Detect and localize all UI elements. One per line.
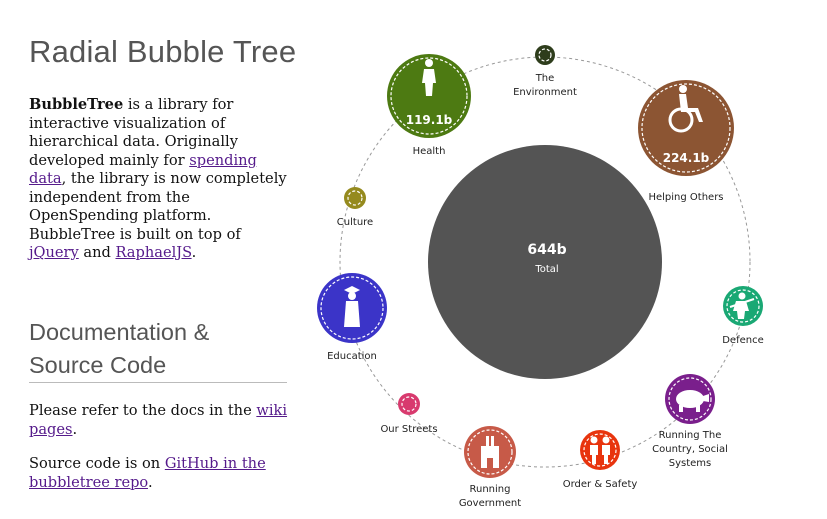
jquery-link[interactable]: jQuery bbox=[29, 244, 79, 261]
education-label: Education bbox=[327, 351, 377, 362]
bubble-running-country[interactable]: Running The Country, Social Systems bbox=[652, 374, 728, 469]
bubble-order-safety[interactable]: Order & Safety bbox=[563, 430, 638, 490]
github-repo-link[interactable]: GitHub in the bubbletree repo bbox=[29, 455, 266, 491]
raphaeljs-link[interactable]: RaphaelJS bbox=[115, 244, 192, 261]
culture-bubble[interactable] bbox=[344, 187, 366, 209]
intro-text: is a library for interactive visualizati… bbox=[29, 96, 238, 169]
culture-dashed-ring bbox=[347, 190, 363, 206]
health-value: 119.1b bbox=[406, 113, 453, 127]
center-bubble[interactable]: 644b Total bbox=[428, 145, 662, 379]
bubble-helping-others[interactable]: 224.1b Helping Others bbox=[638, 80, 734, 203]
bubble-education[interactable]: Education bbox=[317, 273, 387, 362]
bubble-defence[interactable]: Defence bbox=[722, 286, 764, 346]
running-country-dashed-ring bbox=[668, 377, 712, 421]
our-streets-bubble[interactable] bbox=[398, 393, 420, 415]
wiki-pages-link[interactable]: wiki pages bbox=[29, 402, 288, 438]
environment-bubble[interactable] bbox=[535, 45, 555, 65]
environment-label: The bbox=[535, 73, 555, 84]
environment-label: Environment bbox=[513, 87, 577, 98]
running-country-label: Country, Social bbox=[652, 444, 728, 455]
helping-others-value: 224.1b bbox=[663, 151, 710, 165]
environment-dashed-ring bbox=[538, 48, 552, 62]
bubble-running-government[interactable]: Running Government bbox=[459, 426, 521, 509]
order-safety-bubble[interactable] bbox=[580, 430, 620, 470]
intro-text: . bbox=[191, 244, 197, 261]
education-dashed-ring bbox=[320, 276, 384, 340]
orbit-ring bbox=[339, 56, 751, 468]
source-paragraph: Source code is on GitHub in the bubbletr… bbox=[29, 455, 291, 492]
defence-dashed-ring bbox=[726, 289, 760, 323]
spending-data-link[interactable]: spending data bbox=[29, 151, 257, 188]
docs-text: . bbox=[72, 420, 78, 438]
docs-paragraph: Please refer to the docs in the wiki pag… bbox=[29, 402, 291, 439]
our-streets-label: Our Streets bbox=[380, 424, 437, 435]
intro-paragraph: BubbleTree is a library for interactive … bbox=[29, 96, 291, 263]
health-label: Health bbox=[413, 146, 446, 157]
bubble-environment[interactable]: The Environment bbox=[513, 45, 577, 98]
helping-others-bubble[interactable] bbox=[638, 80, 734, 176]
running-government-dashed-ring bbox=[467, 429, 513, 475]
helping-others-dashed-ring bbox=[641, 83, 731, 173]
source-text: . bbox=[147, 473, 153, 491]
running-country-label: Running The bbox=[659, 430, 722, 441]
health-bubble[interactable] bbox=[387, 54, 471, 138]
defence-label: Defence bbox=[722, 335, 764, 346]
helping-others-label: Helping Others bbox=[648, 192, 723, 203]
total-bubble[interactable] bbox=[428, 145, 662, 379]
bubble-health[interactable]: 119.1b Health bbox=[387, 54, 471, 157]
total-value: 644b bbox=[527, 242, 566, 258]
source-text: Source code is on bbox=[29, 455, 165, 472]
brand-name: BubbleTree bbox=[29, 96, 124, 113]
bubble-culture[interactable]: Culture bbox=[337, 187, 373, 228]
docs-text: Please refer to the docs in the bbox=[29, 402, 257, 419]
health-dashed-ring bbox=[390, 57, 468, 135]
our-streets-dashed-ring bbox=[401, 396, 417, 412]
running-government-label: Running bbox=[470, 484, 511, 495]
docs-heading: Documentation & Source Code bbox=[29, 316, 287, 383]
intro-text: and bbox=[78, 244, 116, 261]
culture-label: Culture bbox=[337, 217, 373, 228]
bubble-our-streets[interactable]: Our Streets bbox=[380, 393, 438, 435]
order-safety-dashed-ring bbox=[583, 433, 617, 467]
running-government-label: Government bbox=[459, 498, 521, 509]
docs-section: Please refer to the docs in the wiki pag… bbox=[29, 402, 291, 508]
total-label: Total bbox=[534, 264, 558, 275]
order-safety-label: Order & Safety bbox=[563, 479, 638, 490]
page-title: Radial Bubble Tree bbox=[29, 34, 297, 69]
intro-text: , the library is now completely independ… bbox=[29, 170, 287, 243]
running-country-label: Systems bbox=[669, 458, 712, 469]
